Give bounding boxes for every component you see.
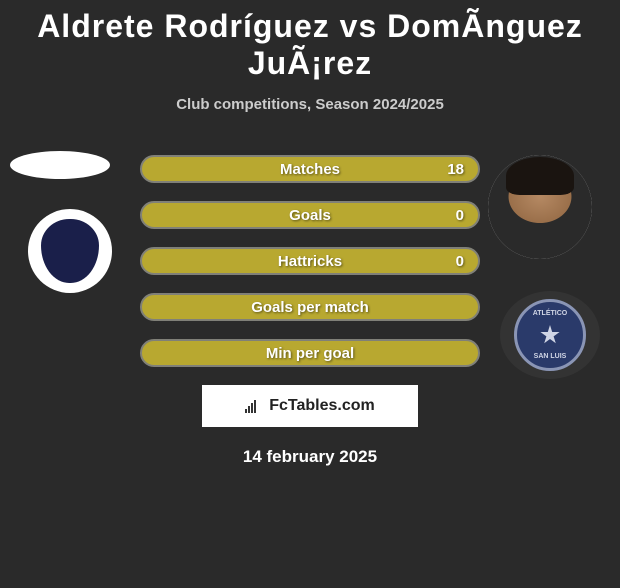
- stat-value: 0: [456, 253, 464, 270]
- player2-face-icon: [488, 155, 592, 259]
- stat-row-min-per-goal: Min per goal: [140, 339, 480, 367]
- chart-icon: [245, 399, 263, 413]
- comparison-content: ATLÉTICO SAN LUIS Matches 18 Goals 0 Hat…: [0, 151, 620, 467]
- stat-row-goals-per-match: Goals per match: [140, 293, 480, 321]
- player1-photo: [10, 151, 110, 179]
- stat-value: 18: [447, 161, 464, 178]
- stat-value: 0: [456, 207, 464, 224]
- club2-name-top: ATLÉTICO: [517, 310, 583, 317]
- stat-label: Goals per match: [251, 299, 369, 316]
- watermark-text: FcTables.com: [269, 397, 375, 415]
- watermark-box: FcTables.com: [202, 385, 418, 427]
- player2-photo: [488, 155, 592, 259]
- club2-badge: ATLÉTICO SAN LUIS: [500, 291, 600, 379]
- stat-label: Hattricks: [278, 253, 342, 270]
- stats-list: Matches 18 Goals 0 Hattricks 0 Goals per…: [140, 151, 480, 367]
- stat-label: Matches: [280, 161, 340, 178]
- club1-badge: [28, 209, 112, 293]
- club2-crest-icon: ATLÉTICO SAN LUIS: [514, 299, 586, 371]
- page-title: Aldrete Rodríguez vs DomÃ­nguez JuÃ¡rez: [0, 8, 620, 82]
- stat-label: Min per goal: [266, 345, 354, 362]
- stat-row-goals: Goals 0: [140, 201, 480, 229]
- star-icon: [540, 325, 560, 345]
- stat-row-hattricks: Hattricks 0: [140, 247, 480, 275]
- date-label: 14 february 2025: [0, 447, 620, 467]
- stat-label: Goals: [289, 207, 331, 224]
- club2-name-bottom: SAN LUIS: [517, 353, 583, 360]
- club1-shield-icon: [41, 219, 99, 283]
- stat-row-matches: Matches 18: [140, 155, 480, 183]
- subtitle: Club competitions, Season 2024/2025: [0, 96, 620, 113]
